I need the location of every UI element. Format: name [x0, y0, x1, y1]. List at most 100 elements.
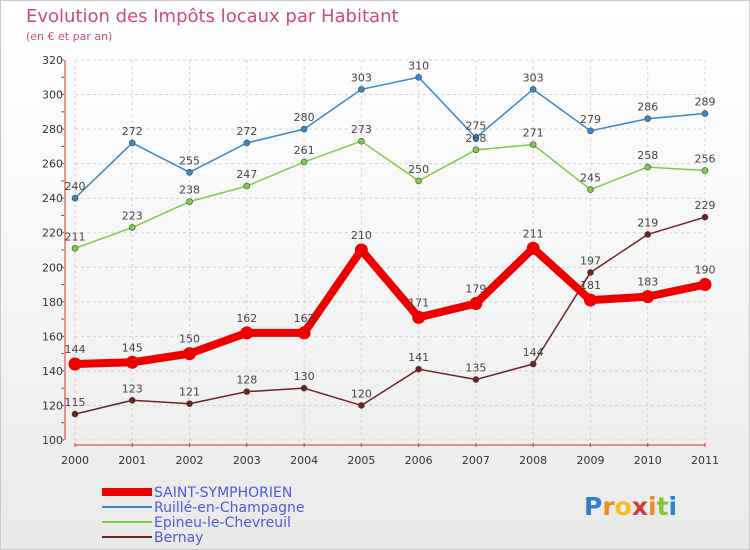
y-tick-label: 180 [42, 296, 63, 309]
data-point [469, 297, 483, 311]
x-tick-label: 2002 [176, 454, 204, 467]
logo-letter: i [669, 492, 678, 521]
y-tick-label: 140 [42, 365, 63, 378]
data-label: 286 [637, 101, 658, 114]
series-line [74, 140, 706, 250]
data-label: 238 [179, 184, 200, 197]
data-point [71, 410, 79, 418]
x-tick-label: 2004 [290, 454, 318, 467]
data-point [472, 376, 480, 383]
data-point [358, 86, 365, 93]
y-tick-label: 320 [42, 54, 63, 67]
series-1 [71, 73, 709, 202]
data-point [529, 86, 537, 93]
data-label: 123 [122, 382, 143, 395]
x-tick-label: 2001 [118, 454, 146, 467]
data-label: 115 [65, 396, 86, 409]
grid-lines [74, 59, 706, 441]
x-tick-label: 2000 [61, 454, 89, 467]
data-label: 223 [122, 210, 143, 223]
data-point [583, 293, 597, 307]
data-point [300, 384, 308, 392]
legend: SAINT-SYMPHORIENRuillé-en-ChampagneEpine… [102, 485, 305, 546]
series-lines [68, 73, 712, 418]
legend-label: Epineu-le-Chevreuil [154, 515, 291, 531]
data-point [587, 127, 594, 135]
data-point [128, 396, 136, 404]
data-label: 250 [408, 163, 429, 176]
data-point [358, 137, 365, 145]
data-point [243, 388, 251, 395]
y-tick-label: 100 [42, 434, 63, 447]
y-tick-label: 120 [42, 399, 63, 412]
series-line [74, 216, 706, 415]
series-line [71, 244, 709, 368]
chart-subtitle: (en € et par an) [26, 30, 112, 43]
data-label: 162 [294, 312, 315, 325]
data-label: 144 [523, 346, 544, 359]
data-label: 210 [351, 229, 372, 242]
x-tick-label: 2005 [347, 454, 375, 467]
data-label: 245 [580, 172, 601, 185]
x-tick-label: 2007 [462, 454, 490, 467]
data-label: 211 [523, 227, 544, 240]
data-point [587, 186, 594, 193]
data-label: 289 [695, 96, 716, 109]
data-point [472, 134, 480, 142]
data-point [587, 269, 594, 276]
data-point [243, 182, 251, 190]
x-tick-label: 2003 [233, 454, 261, 467]
data-label: 162 [236, 312, 257, 325]
data-point [71, 244, 79, 252]
y-tick-label: 160 [42, 330, 63, 343]
y-tick-label: 280 [42, 123, 63, 136]
data-point [415, 365, 422, 373]
logo-letter: x [632, 492, 648, 521]
series-line [74, 76, 706, 199]
axes: 1001201401601802002202402602803003202000… [42, 54, 719, 467]
data-label: 190 [695, 264, 716, 277]
data-label: 128 [236, 374, 257, 387]
y-tick-label: 260 [42, 158, 63, 171]
data-label: 145 [122, 341, 143, 354]
data-label: 280 [294, 111, 315, 124]
data-point [701, 167, 709, 174]
data-point [186, 198, 193, 205]
data-point [415, 177, 422, 185]
x-tick-label: 2008 [519, 454, 547, 467]
data-label: 303 [523, 71, 544, 84]
x-tick-label: 2009 [576, 454, 604, 467]
data-point [125, 355, 139, 369]
data-point [701, 110, 709, 117]
data-label: 120 [351, 387, 372, 400]
data-point [240, 326, 254, 340]
data-label: 219 [637, 216, 658, 229]
y-tick-label: 200 [42, 261, 63, 274]
data-point [68, 357, 82, 371]
data-label: 121 [179, 386, 200, 399]
data-point [183, 347, 197, 361]
data-label: 256 [695, 153, 716, 166]
data-point [472, 146, 480, 154]
data-point [354, 243, 368, 257]
x-tick-label: 2010 [634, 454, 662, 467]
data-point [644, 115, 652, 123]
x-tick-label: 2006 [405, 454, 433, 467]
data-point [698, 278, 712, 292]
data-label: 197 [580, 254, 601, 267]
data-label: 179 [465, 283, 486, 296]
data-point [529, 141, 537, 148]
proxiti-logo: Proxiti [584, 492, 677, 521]
chart-title: Evolution des Impôts locaux par Habitant [26, 6, 399, 27]
data-label: 211 [65, 230, 86, 243]
series-0 [68, 241, 712, 371]
data-point [641, 290, 655, 304]
data-point [358, 402, 365, 409]
x-tick-label: 2011 [691, 454, 719, 467]
data-point [644, 231, 652, 238]
data-point [297, 326, 311, 340]
data-label: 261 [294, 144, 315, 157]
data-label: 171 [408, 296, 429, 309]
